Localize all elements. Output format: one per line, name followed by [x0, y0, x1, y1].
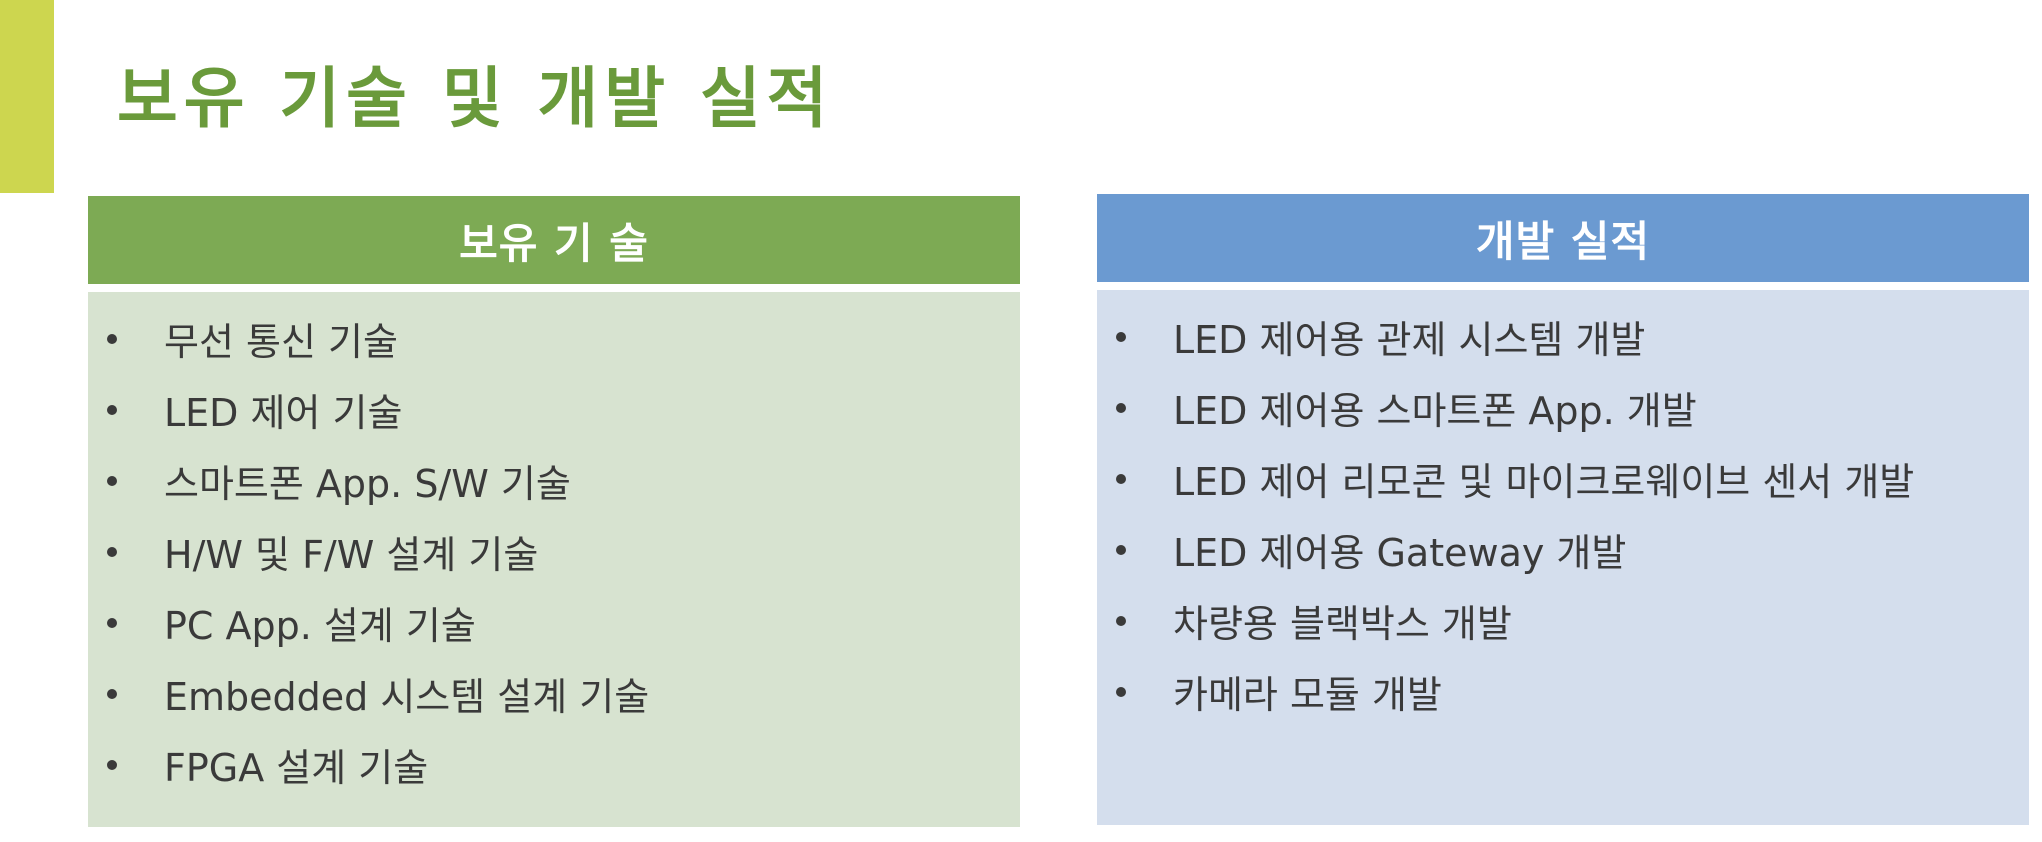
list-item: FPGA 설계 기술: [88, 729, 1020, 800]
bullet-icon: [1116, 615, 1126, 626]
bullet-icon: [1116, 402, 1126, 413]
list-item: LED 제어 리모콘 및 마이크로웨이브 센서 개발: [1097, 443, 2029, 514]
right-panel-body: LED 제어용 관제 시스템 개발 LED 제어용 스마트폰 App. 개발 L…: [1097, 290, 2029, 825]
list-item-text: 무선 통신 기술: [164, 320, 398, 364]
list-item-text: LED 제어 기술: [164, 391, 403, 435]
bullet-icon: [107, 404, 117, 415]
bullet-icon: [107, 759, 117, 770]
list-item: 카메라 모듈 개발: [1097, 656, 2029, 727]
list-item-text: LED 제어용 스마트폰 App. 개발: [1173, 389, 1697, 433]
right-panel-header-label: 개발 실적: [1475, 216, 1651, 266]
list-item-text: LED 제어용 관제 시스템 개발: [1173, 318, 1646, 362]
right-panel-header: 개발 실적: [1097, 194, 2029, 282]
list-item: LED 제어용 관제 시스템 개발: [1097, 301, 2029, 372]
list-item-text: LED 제어 리모콘 및 마이크로웨이브 센서 개발: [1173, 460, 1915, 504]
bullet-icon: [107, 688, 117, 699]
list-item-text: PC App. 설계 기술: [164, 604, 476, 648]
left-bullet-list: 무선 통신 기술 LED 제어 기술 스마트폰 App. S/W 기술 H/W …: [88, 292, 1020, 800]
bullet-icon: [107, 333, 117, 344]
left-panel-header-label: 보유 기 술: [459, 218, 649, 268]
list-item: 차량용 블랙박스 개발: [1097, 585, 2029, 656]
list-item-text: H/W 및 F/W 설계 기술: [164, 533, 539, 577]
list-item-text: 차량용 블랙박스 개발: [1173, 602, 1512, 646]
bullet-icon: [1116, 331, 1126, 342]
left-panel-header: 보유 기 술: [88, 196, 1020, 284]
list-item-text: LED 제어용 Gateway 개발: [1173, 531, 1627, 575]
list-item-text: 스마트폰 App. S/W 기술: [164, 462, 571, 506]
page-title: 보유 기술 및 개발 실적: [117, 60, 834, 137]
bullet-icon: [1116, 544, 1126, 555]
list-item-text: FPGA 설계 기술: [164, 746, 429, 790]
list-item: LED 제어 기술: [88, 374, 1020, 445]
bullet-icon: [107, 475, 117, 486]
left-panel-body: 무선 통신 기술 LED 제어 기술 스마트폰 App. S/W 기술 H/W …: [88, 292, 1020, 827]
list-item: Embedded 시스템 설계 기술: [88, 658, 1020, 729]
bullet-icon: [1116, 686, 1126, 697]
list-item: 스마트폰 App. S/W 기술: [88, 445, 1020, 516]
bullet-icon: [1116, 473, 1126, 484]
list-item: PC App. 설계 기술: [88, 587, 1020, 658]
list-item: H/W 및 F/W 설계 기술: [88, 516, 1020, 587]
list-item: LED 제어용 스마트폰 App. 개발: [1097, 372, 2029, 443]
list-item: LED 제어용 Gateway 개발: [1097, 514, 2029, 585]
bullet-icon: [107, 617, 117, 628]
list-item: 무선 통신 기술: [88, 303, 1020, 374]
list-item-text: Embedded 시스템 설계 기술: [164, 675, 650, 719]
bullet-icon: [107, 546, 117, 557]
accent-bar: [0, 0, 54, 193]
right-bullet-list: LED 제어용 관제 시스템 개발 LED 제어용 스마트폰 App. 개발 L…: [1097, 290, 2029, 727]
list-item-text: 카메라 모듈 개발: [1173, 673, 1442, 717]
